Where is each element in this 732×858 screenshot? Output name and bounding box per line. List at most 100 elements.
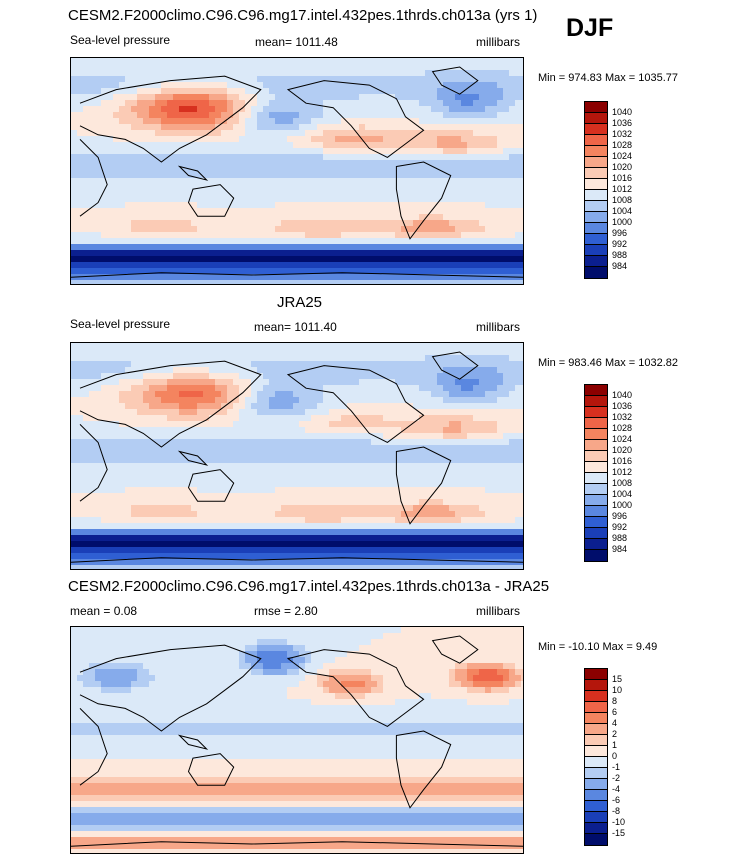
field-cell — [245, 268, 252, 275]
field-cell — [131, 457, 138, 464]
field-cell — [353, 499, 360, 506]
field-cell — [83, 403, 90, 410]
field-cell — [347, 403, 354, 410]
field-cell — [167, 124, 174, 131]
field-cell — [143, 232, 150, 239]
field-cell — [233, 475, 240, 482]
field-cell — [89, 481, 96, 488]
field-cell — [329, 451, 336, 458]
field-cell — [515, 361, 522, 368]
field-cell — [221, 481, 228, 488]
field-cell — [317, 190, 324, 197]
field-cell — [203, 250, 210, 257]
field-cell — [407, 232, 414, 239]
field-cell — [203, 268, 210, 275]
field-cell — [203, 349, 210, 356]
field-cell — [503, 457, 510, 464]
field-cell — [239, 487, 246, 494]
field-cell — [221, 154, 228, 161]
field-cell — [77, 493, 84, 500]
field-cell — [275, 112, 282, 119]
field-cell — [263, 274, 270, 281]
field-cell — [377, 196, 384, 203]
field-cell — [509, 451, 516, 458]
field-cell — [305, 148, 312, 155]
field-cell — [359, 349, 366, 356]
field-cell — [413, 463, 420, 470]
field-cell — [203, 373, 210, 380]
field-cell — [269, 184, 276, 191]
field-cell — [131, 349, 138, 356]
field-cell — [179, 88, 186, 95]
field-cell — [95, 202, 102, 209]
field-cell — [413, 379, 420, 386]
field-cell — [101, 166, 108, 173]
field-cell — [227, 136, 234, 143]
field-cell — [119, 88, 126, 95]
field-cell — [341, 439, 348, 446]
field-cell — [239, 88, 246, 95]
field-cell — [71, 409, 78, 416]
field-cell — [311, 475, 318, 482]
field-cell — [95, 433, 102, 440]
field-cell — [167, 493, 174, 500]
field-cell — [167, 343, 174, 350]
field-cell — [131, 214, 138, 221]
field-cell — [431, 118, 438, 125]
field-cell — [485, 88, 492, 95]
field-cell — [485, 451, 492, 458]
field-cell — [419, 178, 426, 185]
field-cell — [89, 82, 96, 89]
field-cell — [221, 463, 228, 470]
field-cell — [305, 463, 312, 470]
field-cell — [305, 397, 312, 404]
field-cell — [431, 130, 438, 137]
field-cell — [449, 184, 456, 191]
field-cell — [473, 100, 480, 107]
field-cell — [245, 250, 252, 257]
field-cell — [479, 100, 486, 107]
field-cell — [461, 433, 468, 440]
field-cell — [383, 130, 390, 137]
field-cell — [347, 397, 354, 404]
field-cell — [257, 136, 264, 143]
field-cell — [395, 160, 402, 167]
field-cell — [167, 100, 174, 107]
field-cell — [161, 112, 168, 119]
field-cell — [353, 487, 360, 494]
field-cell — [515, 481, 522, 488]
field-cell — [281, 397, 288, 404]
field-cell — [71, 226, 78, 233]
field-cell — [83, 361, 90, 368]
field-cell — [311, 232, 318, 239]
field-cell — [83, 355, 90, 362]
field-cell — [239, 403, 246, 410]
field-cell — [509, 415, 516, 422]
field-cell — [287, 349, 294, 356]
field-cell — [497, 256, 504, 263]
field-cell — [515, 499, 522, 506]
field-cell — [239, 70, 246, 77]
field-cell — [323, 421, 330, 428]
field-cell — [509, 475, 516, 482]
field-cell — [269, 88, 276, 95]
field-cell — [383, 112, 390, 119]
field-cell — [191, 196, 198, 203]
field-cell — [383, 142, 390, 149]
field-cell — [491, 280, 498, 284]
field-cell — [233, 268, 240, 275]
field-cell — [461, 349, 468, 356]
field-cell — [293, 214, 300, 221]
field-cell — [299, 397, 306, 404]
field-cell — [425, 106, 432, 113]
field-cell — [467, 82, 474, 89]
field-cell — [413, 202, 420, 209]
field-cell — [437, 463, 444, 470]
field-cell — [473, 262, 480, 269]
field-cell — [173, 499, 180, 506]
field-cell — [77, 367, 84, 374]
field-cell — [311, 82, 318, 89]
field-cell — [119, 178, 126, 185]
field-cell — [287, 142, 294, 149]
field-cell — [143, 409, 150, 416]
